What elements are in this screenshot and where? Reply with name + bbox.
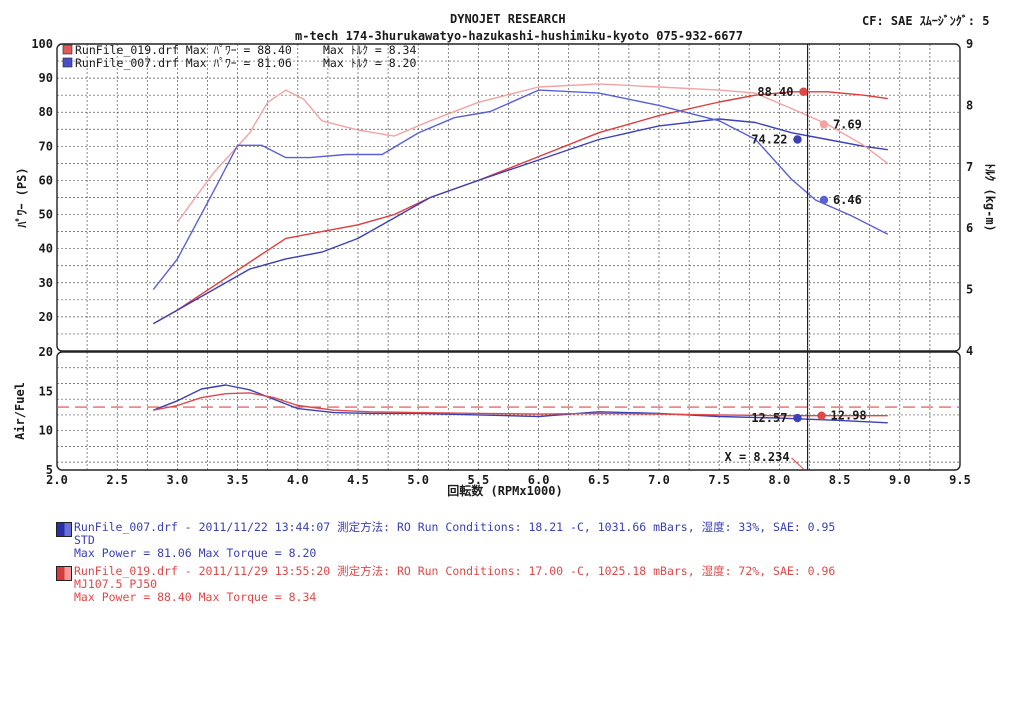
x-tick-label: 5.0 xyxy=(407,473,429,487)
y-tick-label: 10 xyxy=(39,424,53,438)
annotation-top-2-marker xyxy=(819,120,829,129)
run-019-line3: Max Power = 88.40 Max Torque = 8.34 xyxy=(74,590,317,604)
annotation-afr-0-label: 12.57 xyxy=(751,411,787,425)
run-007-line1: RunFile_007.drf - 2011/11/22 13:44:07 測定… xyxy=(74,520,836,534)
x-tick-label: 5.5 xyxy=(468,473,490,487)
series-power-runfile-019-drf xyxy=(152,91,888,325)
af-axis-label: Air/Fuel xyxy=(13,382,27,440)
annotation-afr-0-marker xyxy=(793,413,802,423)
cursor-tick xyxy=(791,457,804,470)
x-tick-label: 3.0 xyxy=(167,473,189,487)
legend-entry: RunFile_007.drf Max ﾊﾟﾜｰ = 81.06 xyxy=(75,56,292,70)
shop-address: m-tech 174-3hurukawatyo-hazukashi-hushim… xyxy=(295,29,743,43)
legend-torque: Max ﾄﾙｸ = 8.20 xyxy=(323,56,416,70)
x-tick-label: 2.5 xyxy=(106,473,128,487)
run-019-line1: RunFile_019.drf - 2011/11/29 13:55:20 測定… xyxy=(74,564,836,578)
y2-axis-label: ﾄﾙｸ (kg-m) xyxy=(983,163,997,232)
y-tick-label: 50 xyxy=(39,208,53,222)
y2-tick-label: 5 xyxy=(966,283,973,297)
y2-tick-label: 6 xyxy=(966,221,973,235)
annotation-top-0-marker xyxy=(799,87,808,96)
series-afr-runfile-019-drf xyxy=(153,392,888,417)
x-tick-label: 6.0 xyxy=(528,473,550,487)
annotation-afr-1-marker xyxy=(817,411,826,420)
x-tick-label: 4.0 xyxy=(287,473,309,487)
top-plot-frame xyxy=(56,43,961,352)
y2-tick-label: 7 xyxy=(966,160,973,174)
x-tick-label: 6.5 xyxy=(588,473,610,487)
x-tick-label: 8.0 xyxy=(769,473,791,487)
series-power-runfile-007-drf xyxy=(152,118,888,325)
run-007-swatch xyxy=(56,522,72,537)
legend-torque: Max ﾄﾙｸ = 8.34 xyxy=(323,43,416,57)
run-019-info: RunFile_019.drf - 2011/11/29 13:55:20 測定… xyxy=(74,565,835,604)
x-tick-label: 4.5 xyxy=(347,473,369,487)
x-tick-label: 3.5 xyxy=(227,473,249,487)
x-axis-label: 回転数 (RPMx1000) xyxy=(447,483,562,498)
x-tick-label: 9.5 xyxy=(949,473,971,487)
y-tick-label: 40 xyxy=(39,242,53,256)
series-torque-runfile-019-drf xyxy=(176,83,889,223)
y-tick-label: 20 xyxy=(39,310,53,324)
annotation-top-1-marker xyxy=(793,135,802,144)
run-007-line2: STD xyxy=(74,533,95,547)
annotation-top-1-label: 74.22 xyxy=(751,133,787,147)
y2-tick-label: 9 xyxy=(966,37,973,51)
annotation-afr-1-label: 12.98 xyxy=(831,409,867,423)
y-tick-label: 30 xyxy=(39,276,53,290)
y-tick-label: 20 xyxy=(39,345,53,359)
x-tick-label: 7.5 xyxy=(708,473,730,487)
annotation-top-3-marker xyxy=(819,195,829,205)
legend-swatch xyxy=(62,57,73,68)
x-tick-label: 9.0 xyxy=(889,473,911,487)
x-tick-label: 2.0 xyxy=(46,473,68,487)
run-007-line3: Max Power = 81.06 Max Torque = 8.20 xyxy=(74,546,317,560)
run-019-swatch xyxy=(56,566,72,581)
annotation-top-2-label: 7.69 xyxy=(833,117,862,131)
cursor-readout: X = 8.234 xyxy=(725,450,790,464)
annotation-top-3-label: 6.46 xyxy=(833,193,862,207)
legend-entry: RunFile_019.drf Max ﾊﾟﾜｰ = 88.40 xyxy=(75,43,292,57)
y-tick-label: 80 xyxy=(39,105,53,119)
x-tick-label: 7.0 xyxy=(648,473,670,487)
run-007-info: RunFile_007.drf - 2011/11/22 13:44:07 測定… xyxy=(74,521,835,560)
y-tick-label: 70 xyxy=(39,139,53,153)
y-tick-label: 100 xyxy=(31,37,53,51)
series-afr-runfile-007-drf xyxy=(153,384,888,424)
y-tick-label: 5 xyxy=(46,463,53,477)
series-torque-runfile-007-drf xyxy=(152,89,889,291)
legend-swatch xyxy=(62,44,73,55)
annotation-top-0-label: 88.40 xyxy=(757,85,793,99)
y-axis-label: ﾊﾟﾜｰ (PS) xyxy=(14,167,29,228)
y-tick-label: 60 xyxy=(39,173,53,187)
bottom-plot-frame xyxy=(56,351,961,471)
report-title: DYNOJET RESEARCH xyxy=(450,12,566,26)
x-tick-label: 8.5 xyxy=(829,473,851,487)
correction-factor: CF: SAE ｽﾑｰｼﾞﾝｸﾞ: 5 xyxy=(862,14,990,28)
y-tick-label: 90 xyxy=(39,71,53,85)
y-tick-label: 15 xyxy=(39,384,53,398)
y2-tick-label: 8 xyxy=(966,98,973,112)
y2-tick-label: 4 xyxy=(966,344,973,358)
run-019-line2: MJ107.5 PJ50 xyxy=(74,577,158,591)
